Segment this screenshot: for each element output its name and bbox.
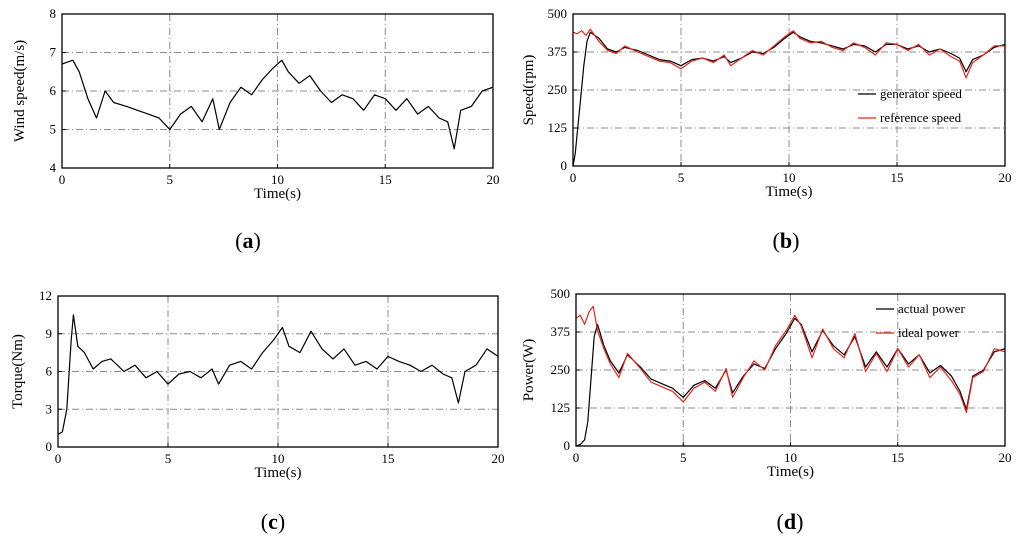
y-tick-label: 4 xyxy=(50,160,57,175)
panel-label-close: ) xyxy=(254,228,261,253)
y-axis-label: Power(W) xyxy=(521,339,537,401)
y-tick-label: 8 xyxy=(50,6,57,21)
chart-panel-d: 0 5 10 15 20 0 125 250 375 500 Time(s) Power(W) actu… xyxy=(521,286,1012,534)
y-tick-label: 0 xyxy=(46,439,53,454)
panel-label-close: ) xyxy=(278,509,285,534)
y-tick-label: 500 xyxy=(548,6,568,21)
x-tick-label: 0 xyxy=(59,172,66,187)
x-tick-label: 15 xyxy=(379,172,392,187)
x-axis-label: Time(s) xyxy=(767,464,814,480)
panel-label-letter: c xyxy=(268,509,278,534)
x-tick-label: 20 xyxy=(999,450,1012,465)
panel-label: (a) xyxy=(235,228,261,253)
y-tick-label: 9 xyxy=(46,326,53,341)
y-axis-label: Torque(Nm) xyxy=(10,334,26,409)
y-tick-label: 250 xyxy=(551,362,571,377)
x-tick-label: 5 xyxy=(680,450,687,465)
series-line-reference-speed xyxy=(573,28,1005,79)
x-axis-label: Time(s) xyxy=(254,186,301,202)
panel-label-close: ) xyxy=(796,509,803,534)
x-tick-label: 10 xyxy=(784,450,797,465)
panel-label-open: ( xyxy=(777,509,784,534)
panel-label-close: ) xyxy=(792,228,799,253)
y-tick-label: 125 xyxy=(551,400,571,415)
x-tick-label: 5 xyxy=(165,451,172,466)
panel-label: (b) xyxy=(773,228,800,253)
plot-frame xyxy=(575,293,1006,447)
panel-label-letter: a xyxy=(243,228,254,253)
y-tick-label: 500 xyxy=(551,286,571,301)
x-tick-label: 15 xyxy=(891,170,904,185)
plot-frame xyxy=(572,13,1006,167)
y-tick-label: 375 xyxy=(551,324,571,339)
x-axis-label: Time(s) xyxy=(766,184,813,200)
x-tick-label: 15 xyxy=(382,451,395,466)
y-tick-label: 0 xyxy=(561,158,568,173)
x-tick-label: 15 xyxy=(891,450,904,465)
x-tick-label: 0 xyxy=(55,451,62,466)
x-tick-label: 10 xyxy=(271,172,284,187)
legend-entry: ideal power xyxy=(898,325,960,340)
panel-label: (c) xyxy=(261,509,285,534)
legend-entry: actual power xyxy=(898,301,965,316)
y-axis-label: Speed(rpm) xyxy=(521,55,537,126)
plot-frame xyxy=(57,295,499,448)
y-tick-label: 375 xyxy=(548,44,568,59)
panel-label-letter: b xyxy=(780,228,792,253)
y-tick-label: 7 xyxy=(50,45,57,60)
chart-panel-b: 0 5 10 15 20 0 125 250 375 500 Time(s) Speed(rpm) ge… xyxy=(521,6,1012,253)
panel-label-letter: d xyxy=(784,509,796,534)
y-tick-label: 3 xyxy=(46,401,53,416)
y-tick-label: 6 xyxy=(46,364,53,379)
x-tick-label: 20 xyxy=(999,170,1012,185)
x-tick-label: 20 xyxy=(492,451,505,466)
plot-frame xyxy=(61,13,494,169)
legend-entry: reference speed xyxy=(880,110,962,125)
x-tick-label: 0 xyxy=(570,170,577,185)
x-tick-label: 20 xyxy=(487,172,500,187)
x-axis-label: Time(s) xyxy=(255,465,302,481)
panel-label-open: ( xyxy=(261,509,268,534)
series-line-wind-speed xyxy=(62,59,493,150)
x-tick-label: 10 xyxy=(272,451,285,466)
series-line-ideal-power xyxy=(576,305,1005,414)
panel-label-open: ( xyxy=(773,228,780,253)
x-tick-label: 0 xyxy=(573,450,580,465)
y-tick-label: 0 xyxy=(564,438,571,453)
panel-label: (d) xyxy=(777,509,804,534)
chart-panel-c: 0 5 10 15 20 0 3 6 9 12 Time(s) Torque(Nm) (c) xyxy=(10,288,505,534)
y-axis-label: Wind speed(m/s) xyxy=(12,40,28,142)
y-tick-label: 6 xyxy=(50,83,57,98)
y-tick-label: 5 xyxy=(50,122,57,137)
y-tick-label: 125 xyxy=(548,120,568,135)
x-tick-label: 10 xyxy=(783,170,796,185)
legend-entry: generator speed xyxy=(880,86,962,101)
x-tick-label: 5 xyxy=(167,172,174,187)
x-tick-label: 5 xyxy=(678,170,685,185)
chart-panel-a: 0 5 10 15 20 4 5 6 7 8 Time(s) Wind speed(m/s) (a) xyxy=(12,6,500,253)
y-tick-label: 250 xyxy=(548,82,568,97)
y-tick-label: 12 xyxy=(39,288,52,303)
panel-label-open: ( xyxy=(235,228,242,253)
series-line-torque xyxy=(58,314,498,435)
